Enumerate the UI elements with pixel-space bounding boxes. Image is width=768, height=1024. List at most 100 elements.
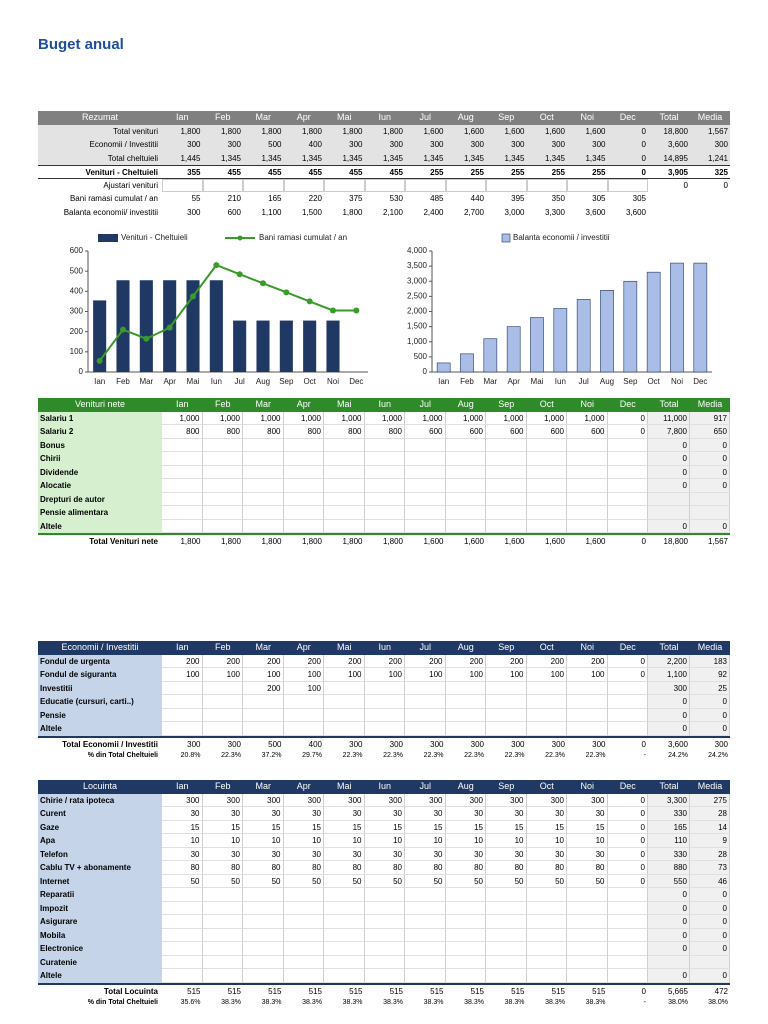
table-cell bbox=[283, 178, 324, 192]
table-cell: 1,567 bbox=[690, 533, 730, 547]
header-cell: Aug bbox=[445, 111, 486, 125]
table-cell: 0 bbox=[690, 695, 730, 709]
table-cell: 300 bbox=[162, 205, 203, 219]
row-label: Cablu TV + abonamente bbox=[38, 861, 162, 875]
table-cell bbox=[486, 479, 527, 493]
table-cell: 800 bbox=[324, 425, 365, 439]
table-cell: 0 bbox=[607, 847, 648, 861]
table-cell: 455 bbox=[202, 165, 243, 179]
table-cell: 30 bbox=[526, 847, 567, 861]
table-cell: 600 bbox=[405, 425, 446, 439]
table-cell: 0 bbox=[690, 942, 730, 956]
table-cell: 30 bbox=[324, 807, 365, 821]
table-cell bbox=[162, 708, 203, 722]
table-cell bbox=[202, 506, 243, 520]
table-cell: 1,445 bbox=[162, 151, 203, 165]
table-cell: 300 bbox=[567, 735, 608, 749]
bar bbox=[646, 271, 661, 373]
bar bbox=[93, 300, 107, 372]
table-cell: 350 bbox=[526, 192, 567, 206]
line-marker bbox=[120, 326, 126, 333]
table-cell: 15 bbox=[526, 820, 567, 834]
table-cell bbox=[202, 438, 243, 452]
table-cell: 100 bbox=[283, 681, 324, 695]
x-tick-label: Noi bbox=[671, 377, 683, 386]
table-cell: 24.2% bbox=[690, 749, 730, 763]
table-cell: 300 bbox=[162, 793, 203, 807]
table-cell bbox=[607, 465, 648, 479]
table-cell bbox=[202, 178, 243, 192]
x-tick-label: Apr bbox=[507, 377, 520, 386]
table-cell bbox=[486, 955, 527, 969]
table-cell: 300 bbox=[364, 735, 405, 749]
table-cell: 1,345 bbox=[405, 151, 446, 165]
table-cell bbox=[567, 942, 608, 956]
table-cell bbox=[364, 901, 405, 915]
table-cell: 1,600 bbox=[486, 533, 527, 547]
table-cell bbox=[486, 969, 527, 983]
row-label: Total cheltuieli bbox=[38, 151, 162, 165]
table-cell: 0 bbox=[648, 969, 690, 983]
bar bbox=[139, 280, 153, 372]
table-cell bbox=[202, 708, 243, 722]
table-cell bbox=[283, 928, 324, 942]
table-cell: 1,600 bbox=[526, 124, 567, 138]
table-cell: 530 bbox=[364, 192, 405, 206]
table-cell bbox=[324, 708, 365, 722]
header-cell: Mai bbox=[324, 111, 365, 125]
row-label: Asigurare bbox=[38, 915, 162, 929]
x-tick-label: Dec bbox=[693, 377, 707, 386]
table-cell bbox=[202, 452, 243, 466]
table-cell: 100 bbox=[283, 668, 324, 682]
table-cell: 515 bbox=[486, 982, 527, 996]
table-cell bbox=[607, 708, 648, 722]
table-cell bbox=[283, 969, 324, 983]
table-cell: 300 bbox=[364, 793, 405, 807]
table-cell bbox=[567, 722, 608, 736]
bar bbox=[483, 338, 498, 373]
table-cell: 1,800 bbox=[162, 533, 203, 547]
header-cell: Noi bbox=[567, 780, 608, 794]
x-tick-label: Jul bbox=[235, 377, 245, 386]
table-cell: 100 bbox=[324, 668, 365, 682]
header-cell: Aug bbox=[445, 780, 486, 794]
table-cell bbox=[162, 178, 203, 192]
table-cell: 1,000 bbox=[324, 411, 365, 425]
table-cell: 30 bbox=[162, 847, 203, 861]
table-cell bbox=[162, 888, 203, 902]
table-cell bbox=[405, 955, 446, 969]
table-cell bbox=[486, 178, 527, 192]
bar bbox=[553, 308, 568, 373]
table-cell bbox=[405, 695, 446, 709]
table-cell: 1,241 bbox=[690, 151, 730, 165]
table-cell bbox=[162, 722, 203, 736]
x-tick-label: Ian bbox=[94, 377, 105, 386]
table-cell bbox=[567, 969, 608, 983]
table-cell: 100 bbox=[486, 668, 527, 682]
header-cell: Mai bbox=[324, 641, 365, 655]
table-cell: 30 bbox=[486, 847, 527, 861]
table-cell: 50 bbox=[526, 874, 567, 888]
header-cell: Ian bbox=[162, 641, 203, 655]
table-cell: 1,000 bbox=[445, 411, 486, 425]
line-marker bbox=[96, 357, 103, 364]
y-tick-label: 2,500 bbox=[407, 291, 428, 300]
table-cell: 0 bbox=[607, 165, 648, 179]
table-cell bbox=[526, 178, 567, 192]
table-cell bbox=[607, 928, 648, 942]
table-cell: 22.3% bbox=[567, 749, 608, 763]
table-cell: 0 bbox=[690, 178, 730, 192]
table-cell: 38.3% bbox=[364, 996, 405, 1010]
table-cell: 515 bbox=[162, 982, 203, 996]
table-cell: 0 bbox=[648, 452, 690, 466]
table-cell: 515 bbox=[526, 982, 567, 996]
table-cell: 30 bbox=[364, 847, 405, 861]
table-cell: 0 bbox=[607, 425, 648, 439]
x-tick-label: Oct bbox=[647, 377, 660, 386]
table-cell bbox=[648, 955, 690, 969]
table-cell: 15 bbox=[283, 820, 324, 834]
table-cell: 38.0% bbox=[690, 996, 730, 1010]
table-cell bbox=[283, 695, 324, 709]
table-cell bbox=[405, 479, 446, 493]
table-cell: 1,800 bbox=[324, 124, 365, 138]
